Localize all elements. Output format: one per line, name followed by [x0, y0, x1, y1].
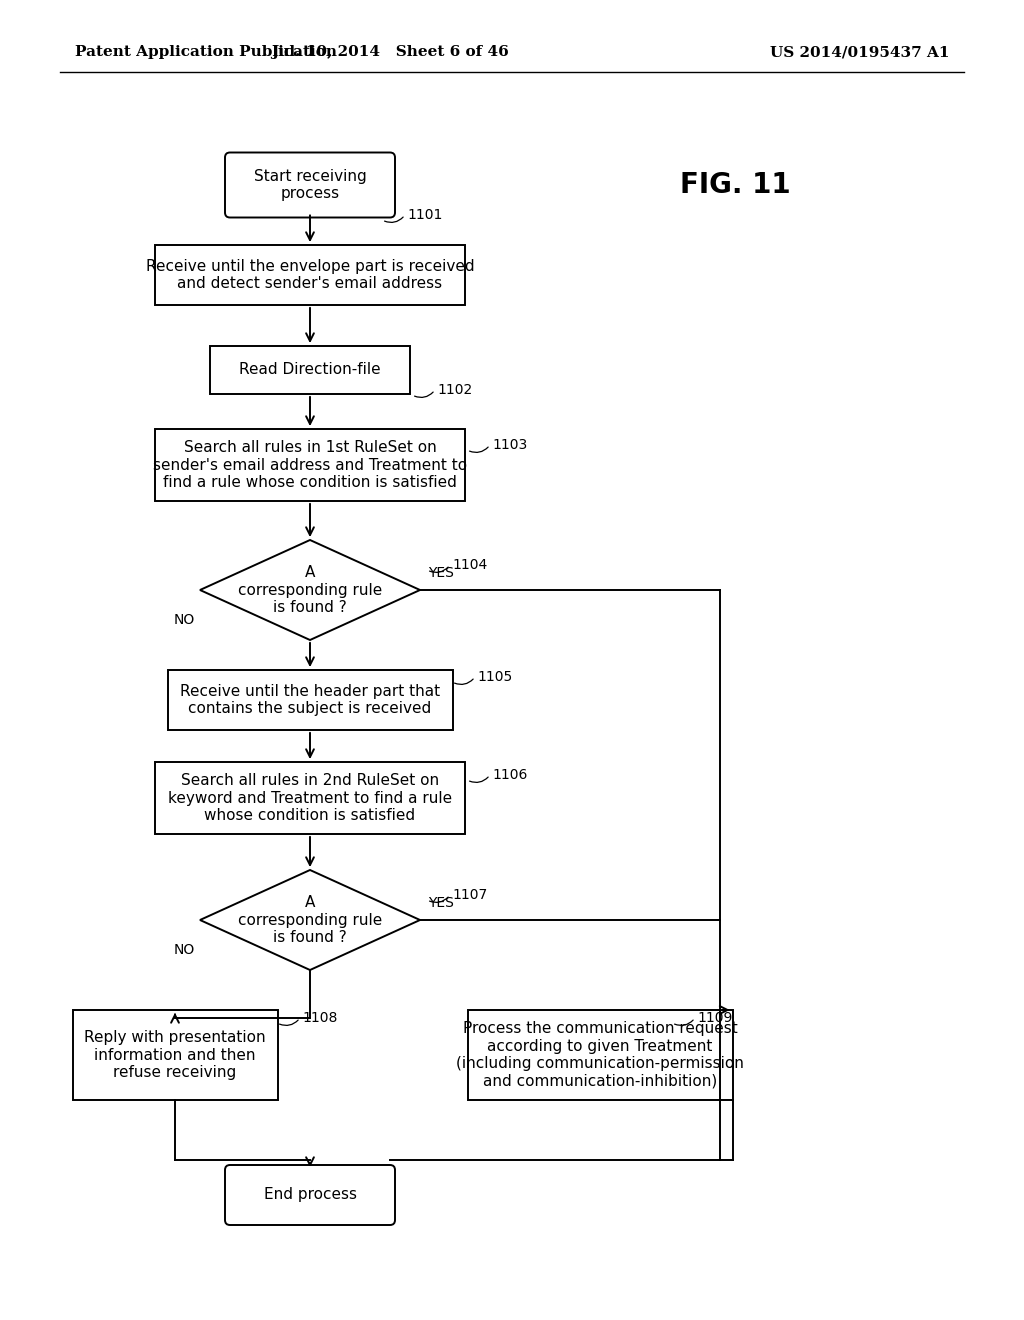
Text: 1102: 1102: [437, 383, 472, 397]
Text: Patent Application Publication: Patent Application Publication: [75, 45, 337, 59]
Bar: [155, 246, 465, 305]
Bar: [468, 1010, 732, 1100]
Text: 1108: 1108: [302, 1011, 337, 1026]
Text: 1101: 1101: [407, 209, 442, 222]
Text: 1106: 1106: [492, 768, 527, 781]
Text: Read Direction-file: Read Direction-file: [240, 363, 381, 378]
Text: Jul. 10, 2014   Sheet 6 of 46: Jul. 10, 2014 Sheet 6 of 46: [271, 45, 509, 59]
Text: End process: End process: [263, 1188, 356, 1203]
Text: 1103: 1103: [492, 438, 527, 451]
Text: Start receiving
process: Start receiving process: [254, 169, 367, 201]
Bar: [73, 1010, 278, 1100]
Bar: [155, 762, 465, 834]
Text: 1104: 1104: [452, 558, 487, 572]
Bar: [210, 346, 410, 393]
Text: A
corresponding rule
is found ?: A corresponding rule is found ?: [238, 895, 382, 945]
Text: YES: YES: [428, 896, 454, 909]
Text: Process the communication request
according to given Treatment
(including commun: Process the communication request accord…: [456, 1022, 744, 1089]
Text: FIG. 11: FIG. 11: [680, 172, 791, 199]
Text: US 2014/0195437 A1: US 2014/0195437 A1: [770, 45, 950, 59]
Text: Reply with presentation
information and then
refuse receiving: Reply with presentation information and …: [84, 1030, 266, 1080]
Text: YES: YES: [428, 566, 454, 579]
Text: Search all rules in 1st RuleSet on
sender's email address and Treatment to
find : Search all rules in 1st RuleSet on sende…: [153, 440, 467, 490]
Text: Search all rules in 2nd RuleSet on
keyword and Treatment to find a rule
whose co: Search all rules in 2nd RuleSet on keywo…: [168, 774, 452, 822]
FancyBboxPatch shape: [225, 153, 395, 218]
Text: A
corresponding rule
is found ?: A corresponding rule is found ?: [238, 565, 382, 615]
Text: 1107: 1107: [452, 888, 487, 902]
Bar: [168, 671, 453, 730]
Polygon shape: [200, 540, 420, 640]
Text: NO: NO: [174, 612, 195, 627]
Text: 1109: 1109: [697, 1011, 732, 1026]
Text: NO: NO: [174, 942, 195, 957]
Bar: [155, 429, 465, 502]
Text: Receive until the header part that
contains the subject is received: Receive until the header part that conta…: [180, 684, 440, 717]
Text: Receive until the envelope part is received
and detect sender's email address: Receive until the envelope part is recei…: [145, 259, 474, 292]
Text: 1105: 1105: [477, 671, 512, 684]
Polygon shape: [200, 870, 420, 970]
FancyBboxPatch shape: [225, 1166, 395, 1225]
